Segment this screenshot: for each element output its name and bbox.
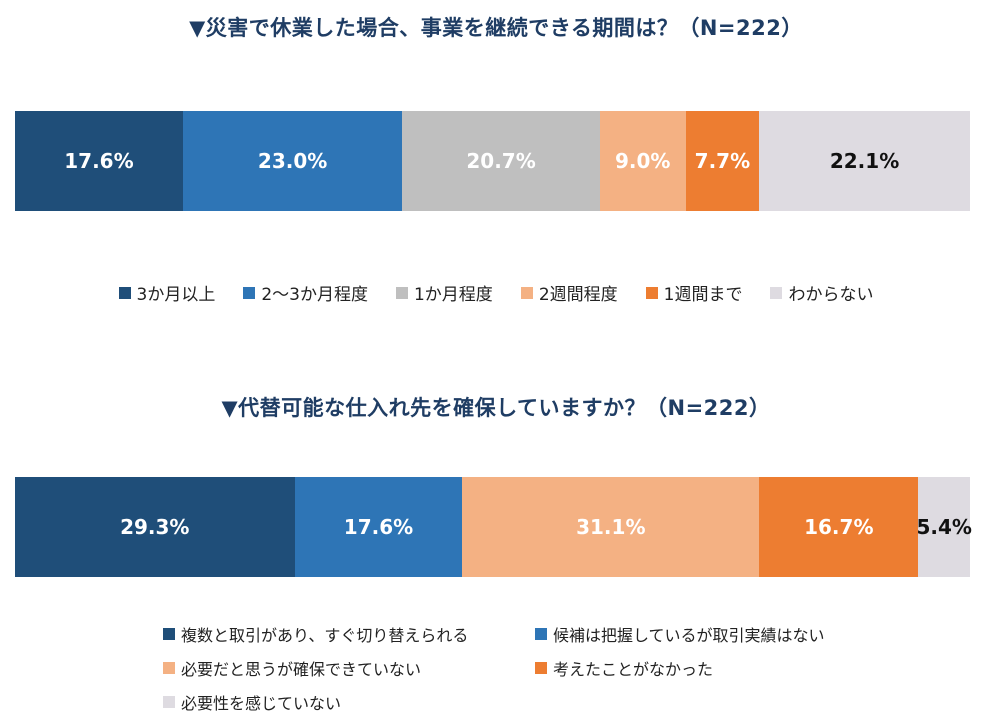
chart-2-bar-segment-5: 5.4% (916, 477, 972, 577)
chart-1-legend-item-2: 2～3か月程度 (243, 280, 368, 305)
chart-1-legend-item-3: 1か月程度 (395, 280, 493, 305)
chart-1-legend: 3か月以上 2～3か月程度 1か月程度 2週間程度 1週間まで わからない (0, 280, 992, 305)
legend-swatch (520, 286, 533, 299)
legend-label: 考えたことがなかった (553, 660, 714, 679)
chart-2-bar-segment-2: 17.6% (294, 477, 463, 577)
chart-2-data-label-5: 5.4% (916, 515, 972, 539)
legend-swatch (163, 628, 175, 640)
legend-label: 必要だと思うが確保できていない (181, 660, 422, 679)
chart-1-data-label-1: 17.6% (64, 149, 134, 173)
chart-2-legend-item-5: 必要性を感じていない (163, 690, 535, 714)
legend-label: 1週間まで (663, 285, 743, 305)
legend-label: 候補は把握しているが取引実績はない (553, 626, 825, 645)
legend-label: 1か月程度 (413, 285, 493, 305)
chart-2-bar-segment-4: 16.7% (759, 477, 919, 577)
legend-label: 3か月以上 (136, 285, 216, 305)
chart-2-legend-item-1: 複数と取引があり、すぐ切り替えられる (163, 622, 535, 646)
legend-swatch (645, 286, 658, 299)
chart-2-data-label-1: 29.3% (120, 515, 190, 539)
chart-2-legend-item-2: 候補は把握しているが取引実績はない (535, 622, 907, 646)
legend-swatch (395, 286, 408, 299)
chart-1-title: ▼災害で休業した場合、事業を継続できる期間は？（N=222） (189, 16, 803, 40)
chart-1-data-label-4: 9.0% (615, 149, 671, 173)
chart-1-data-label-5: 7.7% (694, 149, 751, 173)
chart-1-bar-segment-2: 23.0% (182, 111, 403, 211)
chart-1-bar-segment-6: 22.1% (759, 111, 970, 211)
chart-1-legend-item-4: 2週間程度 (520, 280, 618, 305)
chart-1-legend-item-6: わからない (770, 280, 873, 305)
legend-swatch (535, 662, 547, 674)
chart-2-title: ▼代替可能な仕入れ先を確保していますか？（N=222） (221, 396, 771, 420)
chart-2-legend-item-4: 考えたことがなかった (535, 656, 907, 680)
legend-swatch (163, 662, 175, 674)
chart-1-bar-segment-3: 20.7% (402, 111, 600, 211)
legend-swatch (535, 628, 547, 640)
chart-2-bar-segment-3: 31.1% (462, 477, 760, 577)
legend-label: 2～3か月程度 (261, 285, 368, 305)
chart-1-legend-item-5: 1週間まで (645, 280, 743, 305)
legend-label: わからない (788, 285, 874, 305)
chart-2-data-label-2: 17.6% (343, 515, 414, 539)
chart-2-legend-item-3: 必要だと思うが確保できていない (163, 656, 535, 680)
legend-swatch (163, 696, 175, 708)
legend-swatch (770, 286, 783, 299)
chart-1-bar-segment-1: 17.6% (15, 111, 183, 211)
legend-label: 複数と取引があり、すぐ切り替えられる (181, 626, 469, 645)
legend-label: 必要性を感じていない (181, 694, 342, 713)
legend-swatch (243, 286, 256, 299)
chart-2-legend: 複数と取引があり、すぐ切り替えられる 候補は把握しているが取引実績はない必要だと思… (163, 622, 923, 714)
chart-1-bar-segment-4: 9.0% (599, 111, 686, 211)
legend-label: 2週間程度 (538, 285, 618, 305)
chart-2-stacked-bar: 29.3% 17.6% 31.1% 16.7% 5.4% (15, 477, 972, 577)
chart-1-data-label-6: 22.1% (829, 149, 900, 173)
chart-1-data-label-3: 20.7% (466, 149, 536, 173)
chart-2-data-label-3: 31.1% (576, 515, 646, 539)
chart-1-data-label-2: 23.0% (257, 149, 328, 173)
chart-2-bar-segment-1: 29.3% (15, 477, 295, 577)
chart-1-stacked-bar: 17.6% 23.0% 20.7% 9.0% 7.7% 22.1% (15, 111, 970, 211)
chart-1-bar-segment-5: 7.7% (685, 111, 760, 211)
legend-swatch (118, 286, 131, 299)
chart-1-legend-item-1: 3か月以上 (118, 280, 216, 305)
chart-2-data-label-4: 16.7% (804, 515, 874, 539)
